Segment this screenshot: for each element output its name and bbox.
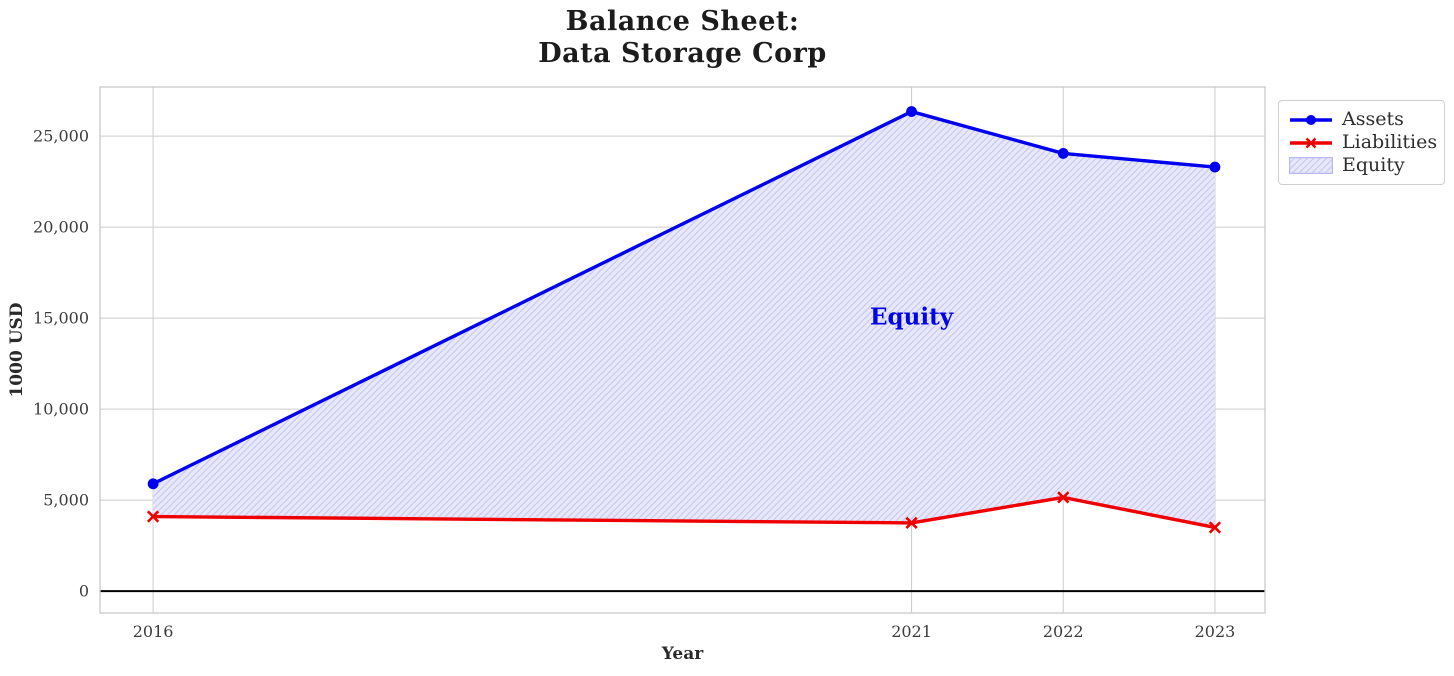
assets-marker bbox=[906, 106, 917, 117]
liabilities-marker bbox=[1057, 491, 1070, 504]
y-tick-label: 0 bbox=[79, 582, 89, 601]
liabilities-swatch-marker bbox=[1305, 137, 1317, 148]
legend: Assets Liabilities Equity bbox=[1278, 100, 1445, 185]
assets-line bbox=[152, 109, 1216, 486]
y-tick-label: 15,000 bbox=[33, 309, 89, 328]
y-tick-label: 5,000 bbox=[43, 491, 89, 510]
liabilities-line-icon bbox=[1290, 137, 1332, 148]
y-tick-label: 20,000 bbox=[33, 218, 89, 237]
legend-item-assets: Assets bbox=[1289, 108, 1434, 131]
x-tick-label: 2022 bbox=[1043, 622, 1084, 641]
liabilities-marker bbox=[1208, 521, 1222, 534]
assets-swatch-marker bbox=[1306, 114, 1316, 125]
chart-title: Balance Sheet: Data Storage Corp bbox=[538, 6, 827, 70]
equity-swatch-hatch bbox=[1289, 157, 1333, 174]
equity-hatch-icon bbox=[1289, 157, 1333, 174]
legend-item-equity: Equity bbox=[1289, 154, 1434, 177]
equity-area-hatch bbox=[153, 111, 1215, 528]
x-axis-label: Year bbox=[661, 644, 704, 664]
legend-label-liabilities: Liabilities bbox=[1342, 131, 1438, 153]
x-tick-label: 2023 bbox=[1195, 622, 1236, 641]
legend-label-equity: Equity bbox=[1342, 154, 1405, 176]
assets-line-icon bbox=[1290, 114, 1332, 125]
equity-annotation: Equity bbox=[870, 303, 954, 330]
x-tick-label: 2021 bbox=[891, 622, 932, 641]
y-axis-label: 1000 USD bbox=[7, 302, 27, 398]
assets-marker bbox=[147, 478, 159, 490]
legend-label-assets: Assets bbox=[1342, 108, 1404, 130]
y-tick-label: 25,000 bbox=[33, 127, 89, 146]
assets-marker bbox=[1209, 161, 1221, 173]
x-tick-label: 2016 bbox=[133, 622, 174, 641]
liabilities-marker bbox=[146, 510, 160, 523]
assets-marker bbox=[1057, 148, 1069, 159]
liabilities-line bbox=[153, 495, 1216, 530]
liabilities-marker bbox=[905, 516, 918, 530]
y-tick-label: 10,000 bbox=[33, 400, 89, 419]
legend-item-liabilities: Liabilities bbox=[1289, 131, 1438, 154]
plot-border bbox=[99, 86, 1266, 614]
